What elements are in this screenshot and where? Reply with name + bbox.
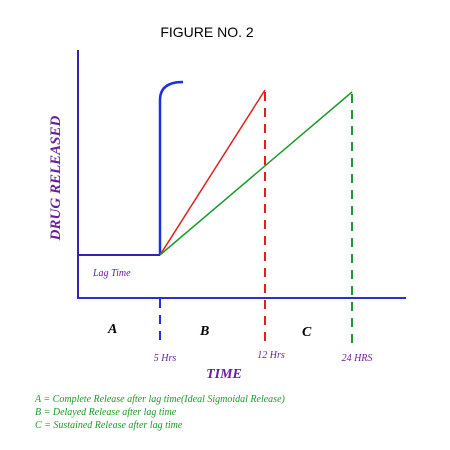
legend-entry: C = Sustained Release after lag time — [35, 420, 183, 431]
legend-entry: A = Complete Release after lag time(Idea… — [34, 394, 286, 405]
legend-entry: B = Delayed Release after lag time — [35, 407, 177, 418]
region-label: B — [199, 324, 209, 339]
time-mark: 12 Hrs — [257, 350, 285, 361]
y-axis-label: DRUG RELEASED — [48, 116, 64, 242]
lag-label: Lag Time — [92, 268, 131, 279]
region-label: A — [107, 322, 117, 337]
title: FIGURE NO. 2 — [160, 24, 254, 40]
curve-a — [158, 80, 184, 255]
line-b — [159, 89, 266, 256]
region-label: C — [302, 325, 312, 340]
time-mark: 5 Hrs — [154, 353, 177, 364]
line-c — [159, 91, 353, 256]
x-axis-label: TIME — [206, 367, 242, 382]
time-mark: 24 HRS — [342, 353, 373, 364]
